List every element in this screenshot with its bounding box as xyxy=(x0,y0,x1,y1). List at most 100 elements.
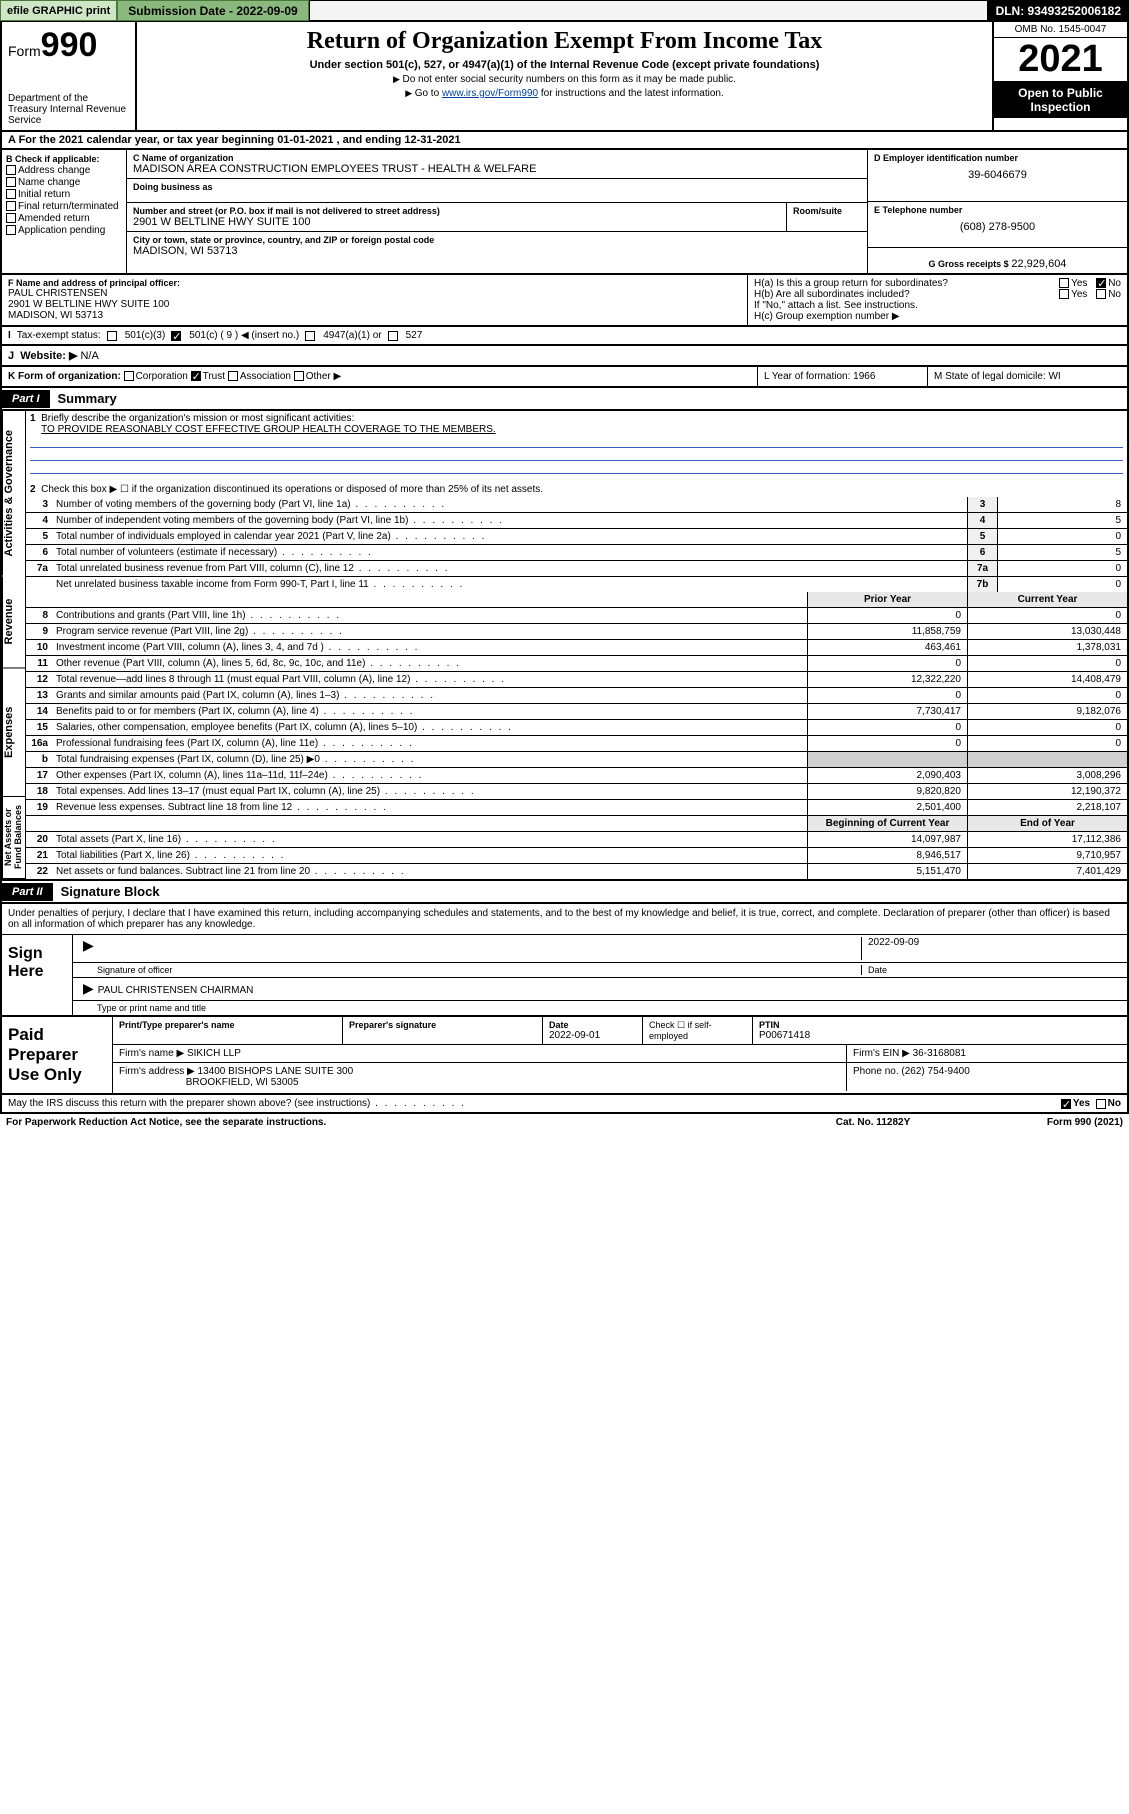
d-label: D Employer identification number xyxy=(874,153,1121,163)
tax-year: 2021 xyxy=(994,38,1127,82)
form-990-text: 990 xyxy=(41,26,98,64)
ck-application-pending[interactable] xyxy=(6,225,16,235)
tab-expenses: Expenses xyxy=(2,668,26,797)
form-label: Form xyxy=(8,43,41,59)
firm-phone: (262) 754-9400 xyxy=(901,1066,969,1077)
discuss-yes[interactable] xyxy=(1061,1099,1071,1109)
ck-4947[interactable] xyxy=(305,331,315,341)
street-value: 2901 W BELTLINE HWY SUITE 100 xyxy=(133,216,780,228)
expense-row: 15Salaries, other compensation, employee… xyxy=(26,720,1127,736)
state-domicile: M State of legal domicile: WI xyxy=(927,367,1127,386)
ck-501c[interactable] xyxy=(171,331,181,341)
i-label: Tax-exempt status: xyxy=(17,330,101,341)
part2-header: Part II Signature Block xyxy=(0,881,1129,904)
cat-no: Cat. No. 11282Y xyxy=(773,1117,973,1128)
expense-row: 19Revenue less expenses. Subtract line 1… xyxy=(26,800,1127,816)
tab-governance: Activities & Governance xyxy=(2,411,26,576)
hb-label: H(b) Are all subordinates included? xyxy=(754,289,1053,300)
hdr-end: End of Year xyxy=(967,816,1127,831)
gross-receipts: 22,929,604 xyxy=(1011,258,1066,270)
form-subtitle: Under section 501(c), 527, or 4947(a)(1)… xyxy=(141,59,988,71)
expense-row: 18Total expenses. Add lines 13–17 (must … xyxy=(26,784,1127,800)
beg-end-header: Beginning of Current Year End of Year xyxy=(26,816,1127,832)
revenue-row: 11Other revenue (Part VIII, column (A), … xyxy=(26,656,1127,672)
ha-label: H(a) Is this a group return for subordin… xyxy=(754,278,1053,289)
officer-addr1: 2901 W BELTLINE HWY SUITE 100 xyxy=(8,299,741,310)
signature-block: Under penalties of perjury, I declare th… xyxy=(0,904,1129,1017)
discuss-no[interactable] xyxy=(1096,1099,1106,1109)
officer-addr2: MADISON, WI 53713 xyxy=(8,310,741,321)
org-name: MADISON AREA CONSTRUCTION EMPLOYEES TRUS… xyxy=(133,163,861,175)
city-value: MADISON, WI 53713 xyxy=(133,245,861,257)
identity-block: B Check if applicable: Address change Na… xyxy=(0,150,1129,275)
hb-yes[interactable] xyxy=(1059,289,1069,299)
expense-row: 16aProfessional fundraising fees (Part I… xyxy=(26,736,1127,752)
ck-address-change[interactable] xyxy=(6,165,16,175)
mission-text: TO PROVIDE REASONABLY COST EFFECTIVE GRO… xyxy=(41,424,496,435)
hdr-beginning: Beginning of Current Year xyxy=(807,816,967,831)
ck-trust[interactable] xyxy=(191,371,201,381)
open-public: Open to Public Inspection xyxy=(994,82,1127,118)
netassets-row: 21Total liabilities (Part X, line 26)8,9… xyxy=(26,848,1127,864)
submission-date[interactable]: Submission Date - 2022-09-09 xyxy=(117,0,308,21)
ck-initial-return[interactable] xyxy=(6,189,16,199)
form-number: Form990 xyxy=(8,26,129,65)
officer-name-title: PAUL CHRISTENSEN CHAIRMAN xyxy=(98,985,254,996)
paid-label: Paid Preparer Use Only xyxy=(2,1017,112,1093)
prior-current-header: Prior Year Current Year xyxy=(26,592,1127,608)
irs-link[interactable]: www.irs.gov/Form990 xyxy=(442,88,538,99)
ha-no[interactable] xyxy=(1096,278,1106,288)
topbar-fill xyxy=(309,0,988,21)
department: Department of the Treasury Internal Reve… xyxy=(8,93,129,126)
ck-assoc[interactable] xyxy=(228,371,238,381)
sig-officer-label: Signature of officer xyxy=(79,965,861,975)
summary-row: 5Total number of individuals employed in… xyxy=(26,529,1127,545)
g-label: G Gross receipts $ xyxy=(929,259,1009,269)
firm-ein: 36-3168081 xyxy=(913,1048,966,1059)
ck-501c3[interactable] xyxy=(107,331,117,341)
omb-number: OMB No. 1545-0047 xyxy=(994,22,1127,38)
efile-badge[interactable]: efile GRAPHIC print xyxy=(0,0,117,21)
row-a-period: A For the 2021 calendar year, or tax yea… xyxy=(0,132,1129,150)
summary-section: Activities & Governance Revenue Expenses… xyxy=(0,411,1129,881)
name-address: C Name of organization MADISON AREA CONS… xyxy=(127,150,867,273)
line2: 2 Check this box ▶ ☐ if the organization… xyxy=(26,476,1127,497)
hb-no[interactable] xyxy=(1096,289,1106,299)
city-label: City or town, state or province, country… xyxy=(133,235,861,245)
part2-tag: Part II xyxy=(2,883,53,901)
summary-row: 4Number of independent voting members of… xyxy=(26,513,1127,529)
ptin: P00671418 xyxy=(759,1030,1121,1041)
sign-here-label: Sign Here xyxy=(2,935,72,1015)
part1-tag: Part I xyxy=(2,390,50,408)
form-ref: Form 990 (2021) xyxy=(973,1117,1123,1128)
discuss-question: May the IRS discuss this return with the… xyxy=(8,1098,1061,1109)
expense-row: bTotal fundraising expenses (Part IX, co… xyxy=(26,752,1127,768)
group-return: H(a) Is this a group return for subordin… xyxy=(747,275,1127,325)
ck-corp[interactable] xyxy=(124,371,134,381)
page-footer: For Paperwork Reduction Act Notice, see … xyxy=(0,1114,1129,1131)
ck-final-return[interactable] xyxy=(6,201,16,211)
officer-group-block: F Name and address of principal officer:… xyxy=(0,275,1129,327)
part1-title: Summary xyxy=(50,388,125,409)
check-applicable: B Check if applicable: Address change Na… xyxy=(2,150,127,273)
part1-header: Part I Summary xyxy=(0,388,1129,411)
ssn-note: Do not enter social security numbers on … xyxy=(141,74,988,85)
name-title-label: Type or print name and title xyxy=(79,1003,1121,1013)
principal-officer: F Name and address of principal officer:… xyxy=(2,275,747,325)
triangle-icon xyxy=(79,942,98,953)
ck-other[interactable] xyxy=(294,371,304,381)
self-employed: Check ☐ if self-employed xyxy=(643,1017,753,1044)
ck-name-change[interactable] xyxy=(6,177,16,187)
officer-name: PAUL CHRISTENSEN xyxy=(8,288,741,299)
ha-yes[interactable] xyxy=(1059,278,1069,288)
website-value: N/A xyxy=(80,350,98,362)
ck-527[interactable] xyxy=(388,331,398,341)
netassets-row: 20Total assets (Part X, line 16)14,097,9… xyxy=(26,832,1127,848)
sig-date: 2022-09-09 xyxy=(861,937,1121,960)
expense-row: 17Other expenses (Part IX, column (A), l… xyxy=(26,768,1127,784)
expense-row: 14Benefits paid to or for members (Part … xyxy=(26,704,1127,720)
sig-date-label: Date xyxy=(861,965,1121,975)
revenue-row: 9Program service revenue (Part VIII, lin… xyxy=(26,624,1127,640)
ck-amended[interactable] xyxy=(6,213,16,223)
penalties-text: Under penalties of perjury, I declare th… xyxy=(2,904,1127,934)
